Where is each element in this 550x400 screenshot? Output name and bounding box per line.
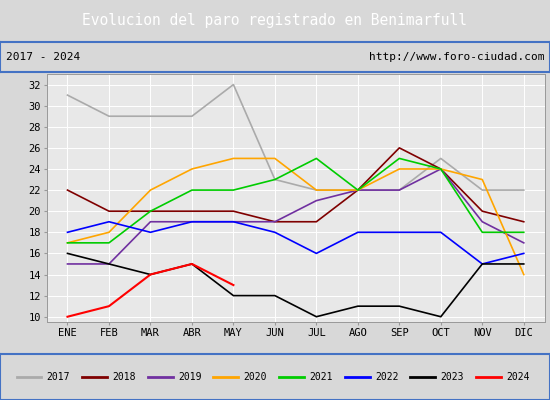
Text: 2018: 2018 [112,372,136,382]
Text: 2017 - 2024: 2017 - 2024 [6,52,80,62]
Text: 2021: 2021 [309,372,333,382]
Text: http://www.foro-ciudad.com: http://www.foro-ciudad.com [369,52,544,62]
Text: 2017: 2017 [47,372,70,382]
Text: 2022: 2022 [375,372,399,382]
Text: 2024: 2024 [507,372,530,382]
Text: 2020: 2020 [244,372,267,382]
Text: 2019: 2019 [178,372,201,382]
Text: 2023: 2023 [441,372,464,382]
Text: Evolucion del paro registrado en Benimarfull: Evolucion del paro registrado en Benimar… [82,14,468,28]
